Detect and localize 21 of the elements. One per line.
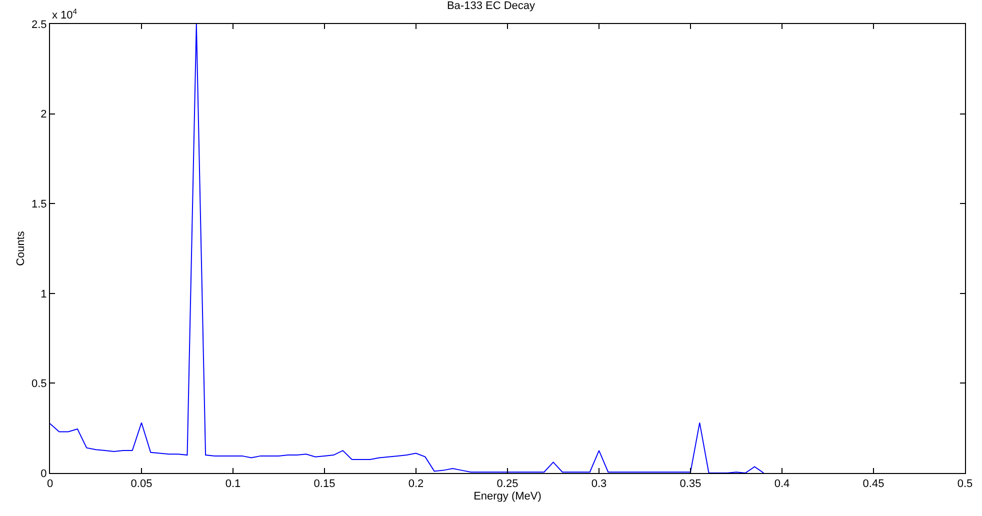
x-tick-label: 0.15: [314, 478, 336, 490]
x-axis-title: Energy (MeV): [474, 490, 542, 502]
x-tick-label: 0.35: [680, 478, 702, 490]
y-tick-label: 1.5: [32, 198, 47, 210]
x-tick-label: 0.3: [591, 478, 607, 490]
line-series: [50, 24, 764, 473]
y-tick-label: 0: [40, 468, 47, 480]
text: x 10$^{4}$: [52, 7, 78, 22]
x-tick-label: 0.05: [130, 478, 152, 490]
x-tick-label: 0.4: [774, 478, 790, 490]
x-tick-label: 0.45: [862, 478, 884, 490]
y-tick-label: 0.5: [32, 378, 47, 390]
x-tick-label: 0.25: [496, 478, 518, 490]
y-tick-label: 1: [40, 288, 47, 300]
x-tick-label: 0.1: [225, 478, 241, 490]
x-tick-label: 0.2: [408, 478, 424, 490]
y-axis-title: Counts: [15, 230, 28, 266]
x-tick-label: 0.5: [957, 478, 973, 490]
y-tick-label: 2.5: [32, 18, 47, 31]
chart-title: Ba-133 EC Decay: [446, 0, 536, 12]
y-tick-label: 2: [40, 108, 47, 121]
